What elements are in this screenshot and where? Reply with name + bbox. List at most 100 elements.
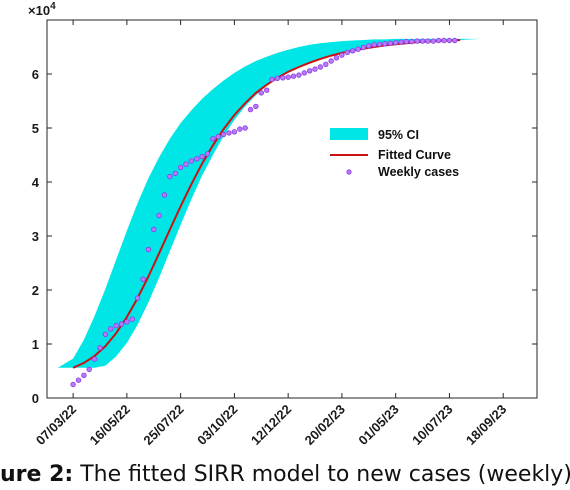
weekly-case-point <box>258 90 264 96</box>
x-tick-label: 01/05/23 <box>355 402 401 448</box>
weekly-case-point <box>161 192 168 198</box>
weekly-case-point <box>285 74 291 80</box>
weekly-case-point <box>339 52 345 58</box>
weekly-case-point <box>290 73 297 79</box>
legend-ci-label: 95% CI <box>378 128 419 142</box>
y-tick-label: 5 <box>32 121 39 136</box>
y-exponent-label: ×104 <box>28 1 56 18</box>
weekly-case-point <box>70 381 76 388</box>
y-tick-label: 0 <box>32 391 39 406</box>
x-tick-label: 18/09/23 <box>463 402 509 448</box>
weekly-case-point <box>156 212 162 219</box>
weekly-case-point <box>124 319 130 325</box>
weekly-case-point <box>280 75 286 81</box>
weekly-case-point <box>97 345 103 351</box>
weekly-case-point <box>350 48 356 54</box>
weekly-case-point <box>366 43 372 49</box>
weekly-case-point <box>317 64 324 70</box>
legend-fitted-label: Fitted Curve <box>378 148 451 162</box>
weekly-case-point <box>220 131 227 138</box>
weekly-case-point <box>274 75 281 81</box>
weekly-case-point <box>118 321 125 327</box>
weekly-case-point <box>231 129 238 135</box>
weekly-case-point <box>102 331 109 337</box>
weekly-case-point <box>376 41 383 47</box>
weekly-case-point <box>430 38 436 44</box>
weekly-case-point <box>151 226 157 233</box>
weekly-case-point <box>393 40 399 46</box>
weekly-case-point <box>382 41 388 47</box>
x-tick-label: 03/10/22 <box>194 402 240 448</box>
weekly-case-point <box>414 38 420 44</box>
weekly-case-point <box>107 326 114 332</box>
weekly-case-point <box>183 161 189 167</box>
weekly-case-point <box>360 44 367 51</box>
weekly-case-point <box>312 66 318 72</box>
weekly-case-point <box>215 133 221 140</box>
weekly-case-point <box>371 42 377 48</box>
weekly-case-point <box>188 158 195 164</box>
legend-weekly-swatch <box>346 169 352 175</box>
weekly-case-point <box>452 37 458 44</box>
x-tick-label: 16/05/22 <box>87 402 133 448</box>
weekly-case-point <box>134 295 141 301</box>
weekly-case-point <box>237 126 243 132</box>
weekly-case-point <box>172 170 178 177</box>
x-tick-label: 20/02/23 <box>302 402 348 448</box>
weekly-case-point <box>129 316 135 322</box>
weekly-case-point <box>425 38 431 44</box>
weekly-cases-layer <box>70 37 458 388</box>
weekly-case-point <box>355 46 361 52</box>
ci-band-layer <box>57 38 482 368</box>
weekly-case-point <box>75 377 82 383</box>
y-axis: 0 1 2 3 4 5 6 <box>32 67 537 406</box>
ci-band <box>57 38 482 368</box>
weekly-case-point <box>86 366 92 373</box>
weekly-case-point <box>441 37 447 44</box>
weekly-case-point <box>296 72 302 78</box>
weekly-case-point <box>269 76 275 83</box>
weekly-case-point <box>226 130 232 136</box>
legend: 95% CI Fitted Curve Weekly cases <box>330 128 459 179</box>
y-tick-label: 1 <box>32 337 39 352</box>
caption-text: The fitted SIRR model to new cases (week… <box>73 462 570 487</box>
x-tick-label: 25/07/22 <box>140 402 186 448</box>
weekly-case-point <box>403 38 410 45</box>
y-tick-label: 3 <box>32 229 39 244</box>
weekly-case-point <box>167 173 173 180</box>
y-tick-label: 6 <box>32 67 39 82</box>
weekly-case-point <box>81 372 87 378</box>
weekly-case-point <box>446 37 453 44</box>
weekly-case-point <box>253 103 259 110</box>
weekly-case-point <box>91 356 98 362</box>
weekly-case-point <box>387 40 393 46</box>
weekly-case-point <box>177 164 184 171</box>
weekly-case-point <box>210 136 216 142</box>
weekly-case-point <box>436 37 442 44</box>
weekly-case-point <box>409 38 415 45</box>
y-exponent-base: ×10 <box>28 3 50 18</box>
weekly-case-point <box>204 151 211 157</box>
weekly-case-point <box>199 153 205 160</box>
figure-caption: ure 2: The fitted SIRR model to new case… <box>0 462 570 490</box>
weekly-case-point <box>194 156 200 162</box>
legend-ci-swatch <box>330 128 368 140</box>
weekly-case-point <box>328 58 334 64</box>
weekly-case-point <box>344 49 350 56</box>
legend-weekly-label: Weekly cases <box>378 165 459 179</box>
x-tick-label: 10/07/23 <box>409 402 455 448</box>
x-tick-label: 12/12/22 <box>248 402 294 448</box>
y-exponent-power: 4 <box>50 1 56 12</box>
weekly-case-point <box>242 125 248 131</box>
plot-frame <box>46 19 538 399</box>
x-tick-label: 07/03/22 <box>33 402 79 448</box>
weekly-case-point <box>264 87 270 93</box>
weekly-case-point <box>323 61 329 68</box>
caption-label: ure 2: <box>0 462 74 487</box>
weekly-case-point <box>398 39 404 45</box>
y-tick-label: 2 <box>32 283 39 298</box>
weekly-case-point <box>113 322 119 329</box>
weekly-case-point <box>307 68 313 74</box>
weekly-case-point <box>333 55 340 61</box>
